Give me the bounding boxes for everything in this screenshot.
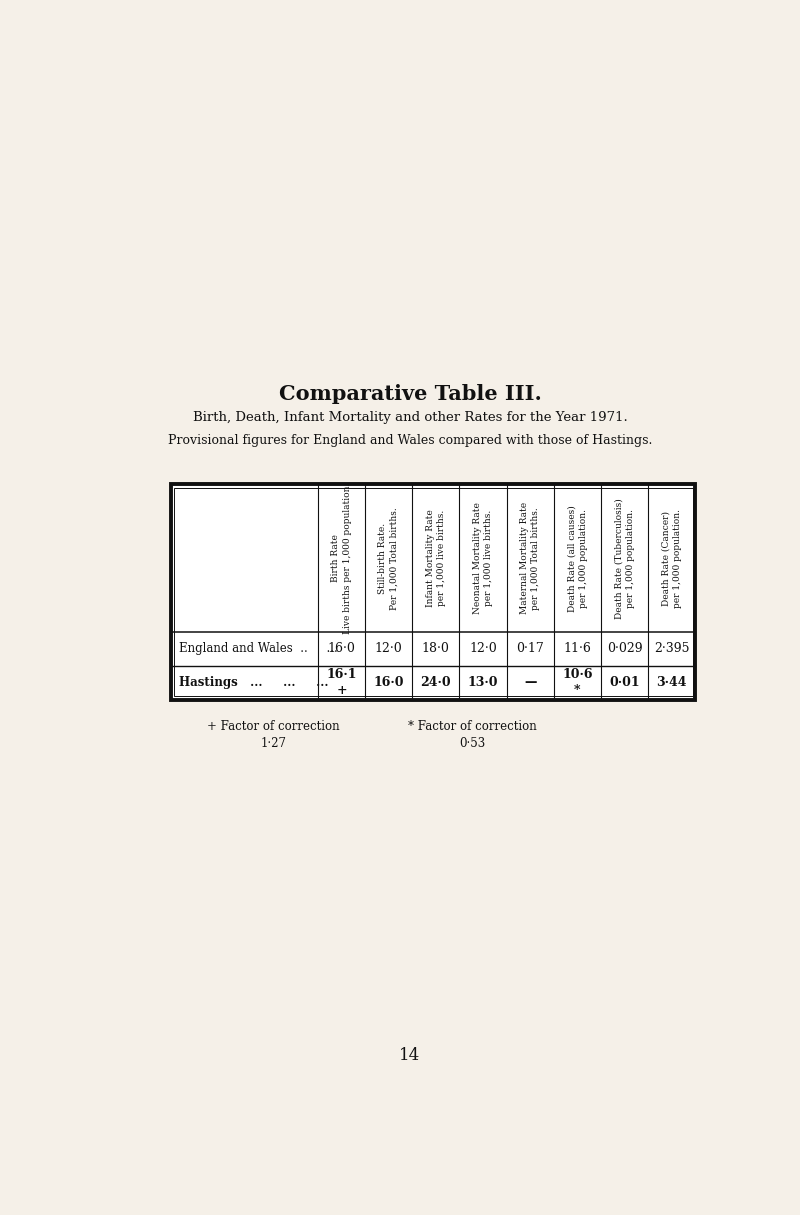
- Text: Birth Rate
Live births per 1,000 population.: Birth Rate Live births per 1,000 populat…: [331, 482, 352, 634]
- Text: 24·0: 24·0: [421, 677, 451, 689]
- Text: Hastings   ...     ...     ...: Hastings ... ... ...: [178, 677, 328, 689]
- Text: Death Rate (Tuberculosis)
per 1,000 population.: Death Rate (Tuberculosis) per 1,000 popu…: [614, 498, 634, 618]
- Text: 0·029: 0·029: [606, 643, 642, 655]
- Text: England and Wales  ..     ...: England and Wales .. ...: [178, 643, 338, 655]
- Text: 0·01: 0·01: [609, 677, 640, 689]
- Text: Maternal Mortality Rate
per 1,000 Total births.: Maternal Mortality Rate per 1,000 Total …: [520, 502, 540, 615]
- Text: 12·0: 12·0: [469, 643, 497, 655]
- Text: —: —: [524, 677, 536, 689]
- Text: Comparative Table III.: Comparative Table III.: [278, 384, 542, 403]
- Text: 2·395: 2·395: [654, 643, 690, 655]
- Text: Death Rate (all causes)
per 1,000 population.: Death Rate (all causes) per 1,000 popula…: [567, 504, 587, 611]
- Text: 0·17: 0·17: [516, 643, 544, 655]
- Text: 14: 14: [399, 1046, 421, 1063]
- Text: 16·1
+: 16·1 +: [326, 668, 357, 697]
- Text: 3·44: 3·44: [656, 677, 687, 689]
- Text: Provisional figures for England and Wales compared with those of Hastings.: Provisional figures for England and Wale…: [168, 434, 652, 447]
- Text: 12·0: 12·0: [375, 643, 402, 655]
- Text: 18·0: 18·0: [422, 643, 450, 655]
- Text: 16·0: 16·0: [374, 677, 404, 689]
- Text: Birth, Death, Infant Mortality and other Rates for the Year 1971.: Birth, Death, Infant Mortality and other…: [193, 411, 627, 424]
- Text: 13·0: 13·0: [468, 677, 498, 689]
- Text: + Factor of correction
1·27: + Factor of correction 1·27: [207, 720, 340, 750]
- Text: * Factor of correction
0·53: * Factor of correction 0·53: [408, 720, 536, 750]
- Text: 10·6
*: 10·6 *: [562, 668, 593, 697]
- Text: 16·0: 16·0: [328, 643, 355, 655]
- Text: 11·6: 11·6: [563, 643, 591, 655]
- Text: Death Rate (Cancer)
per 1,000 population.: Death Rate (Cancer) per 1,000 population…: [662, 509, 682, 608]
- Text: Infant Mortality Rate
per 1,000 live births.: Infant Mortality Rate per 1,000 live bir…: [426, 509, 446, 608]
- Text: Neonatal Mortality Rate
per 1,000 live births.: Neonatal Mortality Rate per 1,000 live b…: [473, 502, 494, 614]
- Text: Still-birth Rate.
Per 1,000 Total births.: Still-birth Rate. Per 1,000 Total births…: [378, 507, 399, 610]
